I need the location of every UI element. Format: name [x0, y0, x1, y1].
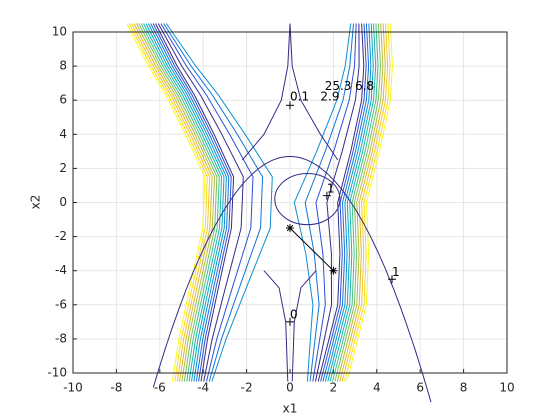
x-tick-label: -8 — [110, 381, 122, 395]
x-tick-label: -2 — [241, 381, 253, 395]
y-tick-label: -8 — [55, 331, 67, 345]
annotation: 6.8 — [355, 79, 374, 93]
contour-line — [160, 23, 254, 382]
contour-line — [293, 23, 352, 382]
y-tick-label: 8 — [59, 59, 67, 73]
contour-line — [329, 23, 377, 382]
path-marker — [330, 267, 337, 274]
contour-line — [291, 270, 317, 382]
contour-line — [150, 23, 230, 382]
contour-line — [147, 23, 227, 382]
x-tick-label: -4 — [197, 381, 209, 395]
contour-line — [126, 23, 206, 382]
contour-line — [263, 270, 289, 382]
annotation: 2.9 — [320, 89, 339, 103]
contour-line — [133, 23, 213, 382]
contour-line — [312, 23, 357, 382]
contour-line — [138, 23, 218, 382]
y-tick-label: 10 — [52, 25, 67, 39]
contour-line — [332, 23, 379, 382]
contour-line — [155, 23, 235, 382]
y-tick-label: -2 — [55, 229, 67, 243]
y-tick-label: -6 — [55, 297, 67, 311]
contour-line — [289, 23, 339, 161]
y-axis-label: x2 — [29, 195, 43, 210]
contour-line — [165, 23, 273, 382]
contour-line — [140, 23, 220, 382]
contour-line — [157, 23, 244, 382]
contour-line — [152, 156, 432, 403]
path-marker — [286, 224, 294, 232]
contour-line — [241, 23, 291, 161]
contour-line — [274, 173, 341, 226]
annotation: 1 — [392, 265, 400, 279]
contour-line — [324, 23, 372, 382]
contour-line — [315, 23, 360, 382]
contour-line — [135, 23, 216, 382]
y-tick-label: 2 — [59, 161, 67, 175]
x-axis-label: x1 — [283, 402, 298, 416]
contour-line — [322, 23, 370, 382]
contour-line — [317, 23, 365, 382]
annotation: 0.1 — [290, 89, 309, 103]
x-tick-label: -10 — [63, 381, 83, 395]
annotation: 0 — [290, 308, 298, 322]
x-tick-label: 2 — [330, 381, 338, 395]
contour-line — [143, 23, 223, 382]
y-tick-label: -10 — [47, 366, 67, 380]
contour-line — [152, 23, 232, 382]
x-tick-label: 8 — [460, 381, 468, 395]
contour-line — [128, 23, 208, 382]
y-tick-label: 6 — [59, 93, 67, 107]
x-tick-label: 10 — [499, 381, 514, 395]
contour-line — [131, 23, 211, 382]
x-tick-label: -6 — [154, 381, 166, 395]
contour-line — [339, 23, 386, 382]
contour-line — [346, 23, 393, 382]
axes-box — [72, 31, 508, 374]
contour-line — [334, 23, 382, 382]
contour-line — [145, 23, 225, 382]
annotation: 25.3 — [325, 79, 352, 93]
contour-line — [304, 23, 354, 382]
y-tick-label: 0 — [59, 195, 67, 209]
x-tick-label: 6 — [416, 381, 424, 395]
path-line — [289, 227, 334, 272]
contour-line — [163, 23, 264, 382]
y-tick-label: 4 — [59, 127, 67, 141]
x-tick-label: 4 — [373, 381, 381, 395]
contour-line — [336, 23, 384, 382]
contour-line — [341, 23, 389, 382]
annotation: 1 — [327, 181, 335, 195]
contour-line — [344, 23, 391, 382]
x-tick-label: 0 — [286, 381, 294, 395]
contour-line — [327, 23, 374, 382]
y-tick-label: -4 — [55, 263, 67, 277]
